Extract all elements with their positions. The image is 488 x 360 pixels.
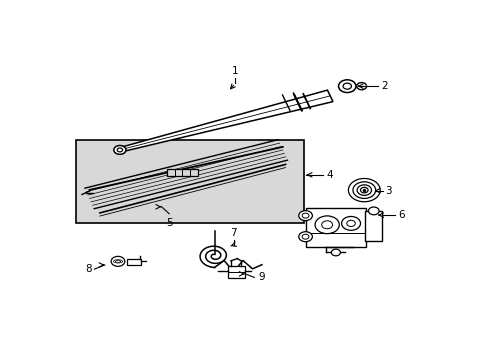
- Circle shape: [298, 232, 312, 242]
- Circle shape: [111, 256, 124, 266]
- Bar: [227, 266, 244, 278]
- Bar: [167, 170, 197, 176]
- Text: 9: 9: [258, 273, 264, 283]
- Circle shape: [298, 211, 312, 221]
- Bar: [305, 208, 366, 247]
- Circle shape: [338, 80, 355, 93]
- Text: 8: 8: [84, 264, 91, 274]
- Text: 1: 1: [232, 66, 238, 76]
- Circle shape: [343, 83, 351, 89]
- Text: 3: 3: [385, 186, 391, 196]
- Text: 6: 6: [398, 210, 404, 220]
- Text: 5: 5: [165, 218, 172, 228]
- Bar: [365, 211, 381, 242]
- Circle shape: [117, 148, 122, 152]
- Polygon shape: [119, 90, 332, 152]
- Text: 7: 7: [230, 228, 236, 238]
- Polygon shape: [127, 259, 141, 265]
- Text: 4: 4: [326, 170, 332, 180]
- Circle shape: [331, 249, 340, 256]
- Bar: [76, 140, 303, 223]
- Circle shape: [368, 207, 378, 215]
- Circle shape: [114, 145, 126, 154]
- Text: 2: 2: [381, 81, 387, 91]
